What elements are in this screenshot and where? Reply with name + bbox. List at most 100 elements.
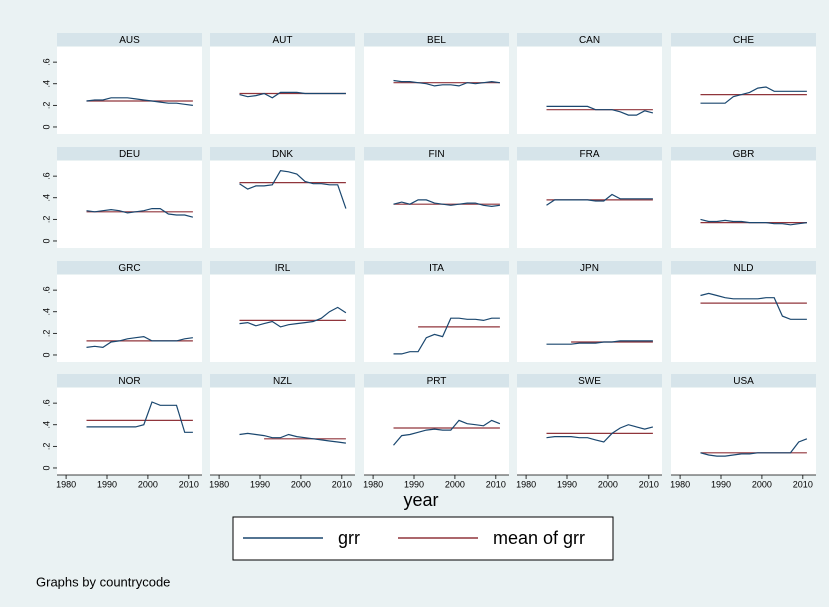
panel-strip (210, 33, 355, 46)
grr-line (700, 292, 807, 320)
y-tick-label: .6 (41, 58, 51, 66)
panel-strip (517, 261, 662, 274)
plot-area (517, 388, 662, 475)
plot-area (57, 47, 202, 134)
panel-strip (364, 261, 509, 274)
panel-strip (57, 261, 202, 274)
plot-area (364, 388, 509, 475)
panel-title: FIN (428, 149, 444, 160)
panel-strip (210, 374, 355, 387)
panel-title: AUS (119, 35, 140, 46)
grr-line (393, 79, 500, 87)
grr-line (239, 306, 347, 328)
grr-line (393, 419, 501, 446)
x-axis-title: year (403, 490, 438, 510)
x-tick-label: 2010 (793, 479, 813, 489)
panel-title: NLD (733, 263, 753, 274)
panel-title: FRA (580, 149, 600, 160)
x-tick-label: 2010 (486, 479, 506, 489)
x-tick-label: 1980 (56, 479, 76, 489)
panel-title: NZL (273, 376, 292, 387)
panel-strip (57, 374, 202, 387)
plot-area (57, 275, 202, 362)
grr-line (700, 218, 807, 226)
y-tick-label: .4 (41, 308, 51, 316)
x-tick-label: 1990 (404, 479, 424, 489)
panel-title: CAN (579, 35, 600, 46)
panel-strip (671, 261, 816, 274)
panel-strip (671, 374, 816, 387)
plot-area (671, 161, 816, 248)
x-tick-label: 1980 (363, 479, 383, 489)
plot-area (57, 161, 202, 248)
note: Graphs by countrycode (36, 574, 170, 589)
y-tick-label: .2 (41, 330, 51, 338)
x-tick-label: 2010 (639, 479, 659, 489)
grr-line (546, 193, 653, 206)
plot-area (671, 47, 816, 134)
grr-line (393, 317, 500, 355)
grr-line (393, 199, 500, 208)
plot-area (364, 47, 509, 134)
plot-area (517, 47, 662, 134)
y-tick-label: .6 (41, 172, 51, 180)
legend-label: mean of grr (493, 528, 585, 548)
x-tick-label: 1990 (711, 479, 731, 489)
y-tick-label: 0 (41, 465, 51, 470)
y-tick-label: .4 (41, 80, 51, 88)
panel-strip (517, 33, 662, 46)
panel-strip (57, 33, 202, 46)
grr-line (239, 170, 347, 209)
panel-strip (210, 261, 355, 274)
grr-line (546, 424, 654, 443)
x-tick-label: 2000 (598, 479, 618, 489)
grr-line (86, 335, 193, 349)
y-tick-label: 0 (41, 352, 51, 357)
panel-title: IRL (275, 263, 291, 274)
plot-area (210, 388, 355, 475)
panel-title: SWE (578, 376, 601, 387)
plot-area (210, 275, 355, 362)
plot-area (517, 161, 662, 248)
panel-title: AUT (273, 35, 293, 46)
plot-area (671, 275, 816, 362)
y-tick-label: 0 (41, 124, 51, 129)
x-tick-label: 2010 (179, 479, 199, 489)
y-tick-label: .4 (41, 421, 51, 429)
plot-area (210, 47, 355, 134)
grr-line (700, 86, 807, 104)
panel-title: JPN (580, 263, 599, 274)
panel-title: GBR (733, 149, 755, 160)
y-tick-label: .2 (41, 102, 51, 110)
grr-line (700, 438, 808, 457)
panel-title: CHE (733, 35, 754, 46)
grr-line (546, 340, 653, 345)
plot-area (57, 388, 202, 475)
x-tick-label: 2010 (332, 479, 352, 489)
grr-line (239, 432, 346, 444)
plot-area (364, 275, 509, 362)
x-tick-label: 1980 (516, 479, 536, 489)
y-tick-label: .6 (41, 286, 51, 294)
x-tick-label: 2000 (445, 479, 465, 489)
panel-strip (210, 147, 355, 160)
panel-title: DEU (119, 149, 140, 160)
x-tick-label: 1990 (250, 479, 270, 489)
y-tick-label: .4 (41, 194, 51, 202)
panel-title: USA (733, 376, 754, 387)
panel-strip (364, 147, 509, 160)
panel-title: ITA (429, 263, 444, 274)
plot-area (517, 275, 662, 362)
grr-line (86, 97, 193, 106)
y-tick-label: .2 (41, 443, 51, 451)
grr-line (239, 91, 346, 99)
x-tick-label: 2000 (291, 479, 311, 489)
panel-title: BEL (427, 35, 446, 46)
plot-area (671, 388, 816, 475)
panel-title: DNK (272, 149, 293, 160)
legend-label: grr (338, 528, 360, 548)
y-tick-label: .6 (41, 399, 51, 407)
panel-strip (671, 33, 816, 46)
